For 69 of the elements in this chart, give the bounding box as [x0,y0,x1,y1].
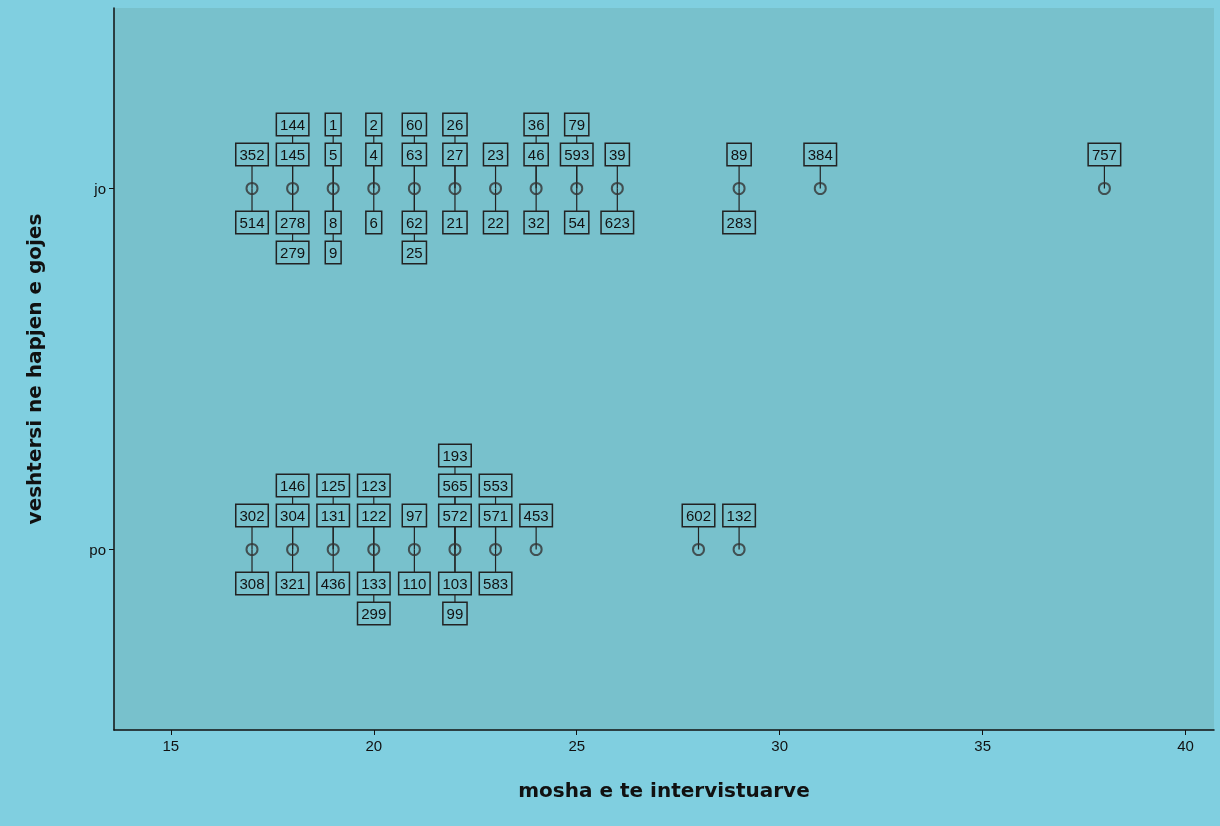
annotation: 46 [527,146,545,163]
annotation: 26 [446,116,464,133]
x-axis-title: mosha e te intervistuarve [518,778,810,802]
annotation: 593 [564,146,590,163]
annotation: 146 [280,477,306,494]
annotation: 32 [527,214,545,231]
annotation: 602 [685,507,712,524]
annotation: 583 [483,575,509,592]
annotation: 352 [239,146,265,163]
annotation: 279 [280,244,306,261]
annotation: 89 [730,146,748,163]
annotation: 553 [483,477,509,494]
annotation: 99 [446,605,464,622]
annotation: 60 [406,116,423,133]
annotation: 27 [446,146,464,163]
annotation: 36 [527,116,545,133]
annotation: 299 [361,605,387,622]
annotation: 25 [406,244,423,261]
annotation: 384 [807,146,833,163]
annotation: 22 [487,214,504,231]
y-axis-title: veshtersi ne hapjen e gojes [22,213,46,525]
annotation: 436 [320,575,346,592]
annotation: 514 [239,214,265,231]
annotation: 103 [442,575,468,592]
annotation: 308 [239,575,265,592]
annotation: 39 [608,146,626,163]
annotation: 757 [1091,146,1117,163]
annotation: 572 [442,507,468,524]
annotation: 123 [361,477,387,494]
annotation: 623 [604,214,630,231]
annotation: 122 [361,507,387,524]
annotation: 1 [329,116,338,133]
annotation: 5 [329,146,338,163]
x-tick-label: 35 [974,737,991,754]
annotation: 63 [406,146,423,163]
annotation: 283 [726,214,752,231]
annotation: 21 [446,214,464,231]
annotation: 6 [369,214,378,231]
annotation: 110 [402,575,427,592]
annotation: 321 [280,575,306,592]
x-tick-label: 40 [1177,737,1194,754]
annotation: 571 [483,507,509,524]
annotation: 304 [280,507,306,524]
annotation: 4 [369,146,378,163]
x-tick-label: 20 [365,737,383,754]
annotation: 2 [369,116,378,133]
x-tick-label: 15 [162,737,180,754]
annotation: 193 [442,447,468,464]
annotation: 144 [280,116,306,133]
annotation: 133 [361,575,387,592]
annotation: 54 [568,214,586,231]
annotation: 9 [329,244,338,261]
annotation: 97 [406,507,423,524]
annotation: 453 [523,507,549,524]
annotation: 125 [320,477,346,494]
annotation: 62 [406,214,423,231]
y-tick-label: jo [93,180,106,197]
annotation: 565 [442,477,468,494]
y-tick-label: po [89,541,106,558]
annotation: 79 [568,116,586,133]
annotation: 132 [726,507,752,524]
annotation: 131 [320,507,346,524]
annotation: 23 [487,146,504,163]
x-tick-label: 25 [568,737,586,754]
x-tick-label: 30 [771,737,789,754]
annotation: 278 [280,214,306,231]
annotation: 302 [239,507,265,524]
annotation: 145 [280,146,306,163]
annotation: 8 [329,214,338,231]
